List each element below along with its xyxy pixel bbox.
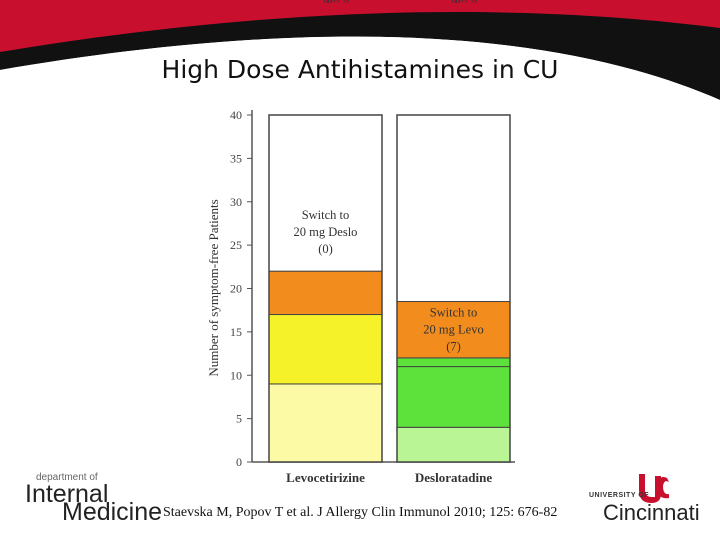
slide-title: High Dose Antihistamines in CU (161, 55, 559, 84)
y-tick-label: 30 (230, 195, 242, 209)
logo-medicine-text: Medicine (62, 498, 163, 526)
uc-university-of: UNIVERSITY OF (589, 492, 650, 499)
bar-segment (396, 366, 511, 428)
data-label: 10 mg (8) (301, 0, 350, 3)
banner-red-swoosh (0, 0, 720, 52)
bar-segment (268, 114, 383, 272)
y-tick-label: 10 (230, 368, 242, 382)
bar-frame (396, 114, 511, 463)
data-label: (0) (318, 242, 333, 256)
bar-segment (396, 426, 511, 463)
bar-segment (396, 114, 511, 303)
y-tick-label: 0 (236, 455, 242, 469)
data-label: 20 mg Deslo (294, 225, 358, 239)
bar-segment (268, 314, 383, 385)
data-label: (7) (446, 339, 461, 353)
bar-segment (268, 270, 383, 316)
data-label: Switch to (430, 305, 478, 319)
y-tick-label: 15 (230, 325, 242, 339)
banner-white-band (0, 36, 720, 120)
data-label: 10 mg (7) (429, 0, 478, 3)
uc-logo-mark (639, 474, 669, 503)
x-tick-label: Levocetirizine (286, 470, 365, 485)
data-label: Switch to (302, 208, 350, 222)
y-tick-label: 35 (230, 151, 242, 165)
bar-segment (268, 383, 383, 463)
data-label: 5 mg (4) (432, 0, 475, 3)
citation-text: Staevska M, Popov T et al. J Allergy Cli… (163, 505, 558, 520)
y-tick-label: 5 (236, 412, 242, 426)
x-tick-label: Desloratadine (415, 470, 493, 485)
y-tick-label: 25 (230, 238, 242, 252)
data-label: 20 mg (5) (301, 0, 350, 3)
data-label: 5 mg (9) (304, 0, 347, 3)
y-axis-label: Number of symptom-free Patients (206, 199, 221, 376)
dept-label: department of (36, 472, 98, 483)
bar-frame (268, 114, 383, 463)
header-banner (0, 0, 720, 120)
y-tick-label: 40 (230, 108, 242, 122)
bar-segment (396, 301, 511, 359)
y-tick-label: 20 (230, 282, 242, 296)
data-label: 20 mg Levo (423, 322, 483, 336)
uc-cincinnati: Cincinnati (603, 500, 700, 525)
data-label: 20 mg (1) (429, 0, 478, 3)
bar-segment (396, 357, 511, 368)
logo-internal-text: Internal (25, 480, 109, 508)
